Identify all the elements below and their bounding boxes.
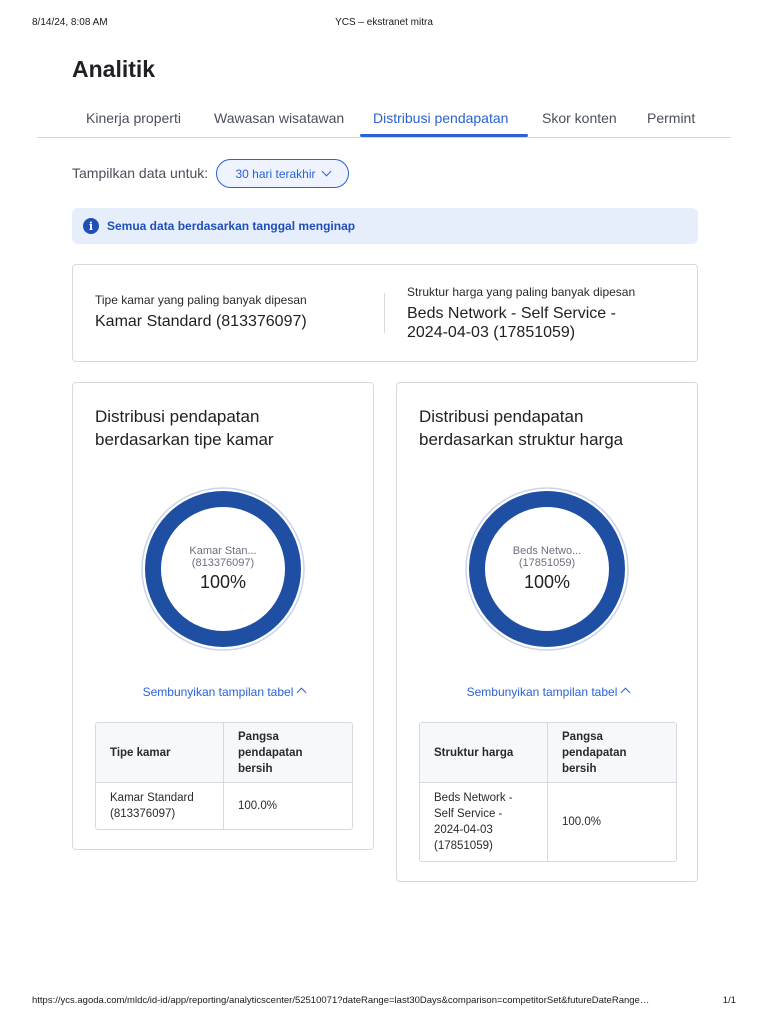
cell-line: Beds Network - xyxy=(434,792,513,804)
donut-slice-percent: 100% xyxy=(523,572,571,592)
print-header: 8/14/24, 8:08 AM YCS – ekstranet mitra xyxy=(0,17,768,31)
rate-plan-donut-chart xyxy=(465,487,629,651)
donut-slice-kamar-standard[interactable] xyxy=(145,491,301,647)
chevron-up-icon xyxy=(620,687,631,698)
card-title-line: berdasarkan tipe kamar xyxy=(95,430,274,449)
most-booked-rate-plan: Struktur harga yang paling banyak dipesa… xyxy=(407,285,635,342)
header-line: bersih xyxy=(238,762,273,775)
most-booked-rate-plan-value: Beds Network - Self Service - 2024-04-03… xyxy=(407,304,635,342)
card-title: Distribusi pendapatan berdasarkan tipe k… xyxy=(95,405,355,451)
print-document-title: YCS – ekstranet mitra xyxy=(335,17,433,28)
table-header: Tipe kamar Pangsa pendapatan bersih xyxy=(96,723,352,783)
room-type-distribution-card: Distribusi pendapatan berdasarkan tipe k… xyxy=(72,382,374,850)
revenue-share-cell: 100.0% xyxy=(238,800,278,812)
tab-skor-konten[interactable]: Skor konten xyxy=(542,110,617,126)
table-header: Struktur harga Pangsa pendapatan bersih xyxy=(420,723,676,783)
card-title-line: Distribusi pendapatan xyxy=(95,407,260,426)
cell-line: Self Service - xyxy=(434,808,503,820)
hide-table-toggle[interactable]: Sembunyikan tampilan tabel xyxy=(397,685,699,699)
donut-slice-beds-network[interactable] xyxy=(469,491,625,647)
header-line: pendapatan xyxy=(238,746,303,759)
date-filter-label: Tampilkan data untuk: xyxy=(72,165,209,181)
card-title: Distribusi pendapatan berdasarkan strukt… xyxy=(419,405,679,451)
date-range-value: 30 hari terakhir xyxy=(235,166,316,181)
most-booked-room-type-label: Tipe kamar yang paling banyak dipesan xyxy=(95,293,307,307)
donut-slice-name: Kamar Stan... xyxy=(189,545,257,557)
cell-line: Kamar Standard xyxy=(110,792,194,804)
donut-slice-id: (813376097) xyxy=(191,557,255,569)
donut-outer-ring xyxy=(465,487,629,651)
rate-plan-value-line: Beds Network - Self Service - xyxy=(407,305,616,322)
revenue-share-cell: 100.0% xyxy=(562,816,602,828)
chevron-down-icon xyxy=(321,166,331,177)
print-footer: https://ycs.agoda.com/mldc/id-id/app/rep… xyxy=(0,995,768,1009)
header-line: Pangsa xyxy=(562,730,603,743)
info-banner: i Semua data berdasarkan tanggal mengina… xyxy=(72,208,698,244)
column-header-room-type: Tipe kamar xyxy=(96,723,224,782)
donut-center-label: Beds Netwo... (17851059) 100% xyxy=(464,486,630,652)
print-url: https://ycs.agoda.com/mldc/id-id/app/rep… xyxy=(32,995,650,1006)
rate-plan-table: Struktur harga Pangsa pendapatan bersih … xyxy=(419,722,677,862)
table-row: Kamar Standard (813376097) 100.0% xyxy=(96,783,352,829)
info-banner-text: Semua data berdasarkan tanggal menginap xyxy=(107,219,356,233)
card-title-line: Distribusi pendapatan xyxy=(419,407,584,426)
column-header-net-revenue-share: Pangsa pendapatan bersih xyxy=(548,723,676,782)
page-title: Analitik xyxy=(72,56,156,82)
tab-bar: Kinerja properti Wawasan wisatawan Distr… xyxy=(37,104,731,138)
tab-distribusi-pendapatan[interactable]: Distribusi pendapatan xyxy=(373,110,509,126)
print-page-number: 1/1 xyxy=(722,995,736,1006)
table-row: Beds Network - Self Service - 2024-04-03… xyxy=(420,783,676,861)
column-header-rate-plan: Struktur harga xyxy=(420,723,548,782)
cell-line: 2024-04-03 xyxy=(434,824,493,836)
donut-slice-name: Beds Netwo... xyxy=(512,545,582,557)
hide-table-label: Sembunyikan tampilan tabel xyxy=(142,685,294,699)
card-title-line: berdasarkan struktur harga xyxy=(419,430,624,449)
cell-line: (17851059) xyxy=(434,840,493,852)
room-type-table: Tipe kamar Pangsa pendapatan bersih Kama… xyxy=(95,722,353,830)
donut-slice-percent: 100% xyxy=(199,572,247,592)
rate-plan-cell: Beds Network - Self Service - 2024-04-03… xyxy=(420,783,548,861)
summary-card: Tipe kamar yang paling banyak dipesan Ka… xyxy=(72,264,698,362)
column-header-net-revenue-share: Pangsa pendapatan bersih xyxy=(224,723,352,782)
room-type-cell: Kamar Standard (813376097) xyxy=(96,783,224,829)
header-line: bersih xyxy=(562,762,597,775)
cell-line: (813376097) xyxy=(110,808,176,820)
most-booked-rate-plan-label: Struktur harga yang paling banyak dipesa… xyxy=(407,285,636,299)
rate-plan-distribution-card: Distribusi pendapatan berdasarkan strukt… xyxy=(396,382,698,882)
tab-permintaan[interactable]: Permint xyxy=(647,110,696,126)
donut-slice-id: (17851059) xyxy=(518,557,576,569)
donut-outer-ring xyxy=(141,487,305,651)
header-line: Pangsa xyxy=(238,730,279,743)
most-booked-room-type: Tipe kamar yang paling banyak dipesan Ka… xyxy=(95,293,307,331)
print-timestamp: 8/14/24, 8:08 AM xyxy=(32,17,108,28)
donut-center-label: Kamar Stan... (813376097) 100% xyxy=(140,486,306,652)
most-booked-room-type-value: Kamar Standard (813376097) xyxy=(95,313,307,330)
room-type-donut-chart xyxy=(141,487,305,651)
tab-kinerja-properti[interactable]: Kinerja properti xyxy=(86,110,181,126)
chevron-up-icon xyxy=(296,687,307,698)
header-line: pendapatan xyxy=(562,746,627,759)
date-range-dropdown[interactable]: 30 hari terakhir xyxy=(216,159,349,188)
info-icon: i xyxy=(83,218,99,234)
hide-table-label: Sembunyikan tampilan tabel xyxy=(466,685,618,699)
rate-plan-value-line: 2024-04-03 (17851059) xyxy=(407,324,576,341)
hide-table-toggle[interactable]: Sembunyikan tampilan tabel xyxy=(73,685,375,699)
tab-wawasan-wisatawan[interactable]: Wawasan wisatawan xyxy=(214,110,345,126)
summary-divider xyxy=(384,293,385,333)
active-tab-indicator xyxy=(360,134,528,137)
